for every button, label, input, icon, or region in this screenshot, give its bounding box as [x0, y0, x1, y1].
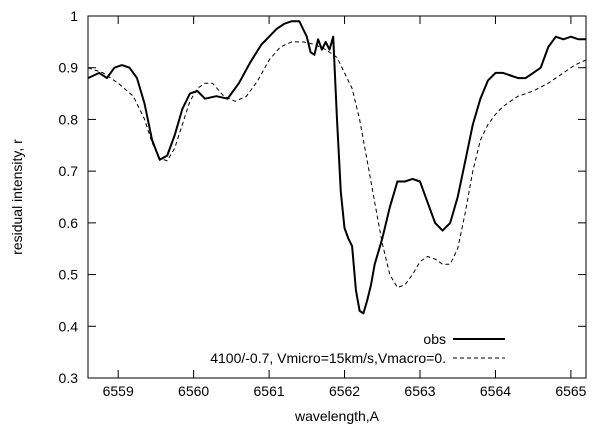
x-axis-label: wavelength,A — [294, 408, 380, 424]
series-line-obs — [87, 20, 586, 315]
legend-label-model: 4100/-0.7, Vmicro=15km/s,Vmacro=0. — [210, 350, 446, 366]
legend-label-obs: obs — [423, 331, 446, 347]
ticks-layer: 6559 6560 6561 6562 6563 6564 6565 0.3 0.4 0.5 0.6… — [59, 8, 587, 399]
y-axis-label: residual intensity, r — [9, 139, 25, 255]
legend: obs 4100/-0.7, Vmicro=15km/s,Vmacro=0. — [210, 331, 505, 366]
y-tick-label: 0.4 — [59, 318, 79, 334]
y-tick-label: 0.6 — [59, 215, 79, 231]
y-tick-label: 0.3 — [59, 370, 79, 386]
y-tick-label: 0.9 — [59, 60, 79, 76]
x-tick-label: 6565 — [555, 383, 586, 399]
series-layer — [87, 20, 587, 315]
y-tick-label: 0.5 — [59, 267, 79, 283]
series-line-model — [87, 41, 587, 288]
x-tick-label: 6563 — [404, 383, 435, 399]
y-tick-label: 0.7 — [59, 163, 79, 179]
x-tick-label: 6561 — [254, 383, 285, 399]
x-tick-label: 6559 — [103, 383, 134, 399]
x-tick-label: 6562 — [329, 383, 360, 399]
y-tick-label: 0.8 — [59, 111, 79, 127]
x-tick-label: 6564 — [480, 383, 511, 399]
plot-frame — [87, 15, 587, 379]
x-tick-label: 6560 — [178, 383, 209, 399]
y-tick-label: 1 — [70, 8, 78, 24]
